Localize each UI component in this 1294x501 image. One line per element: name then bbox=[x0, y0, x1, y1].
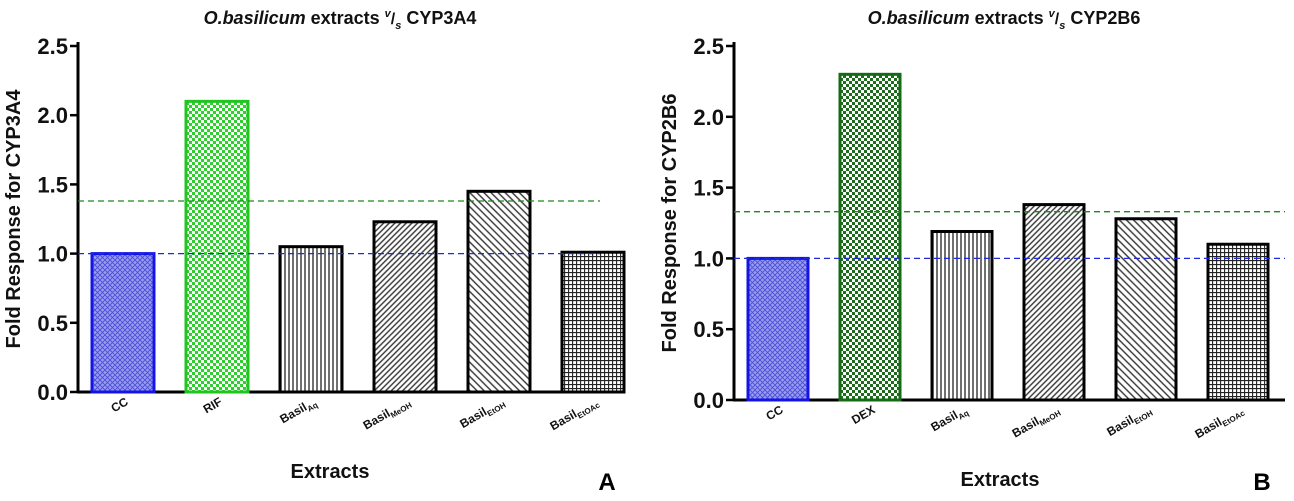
category-label: BasilEtOH bbox=[1104, 402, 1154, 440]
category-label: BasilMeOH bbox=[1010, 402, 1063, 442]
y-axis-label: Fold Response for CYP2B6 bbox=[659, 94, 681, 353]
x-axis-label: Extracts bbox=[961, 469, 1040, 491]
y-tick-label: 2.5 bbox=[37, 34, 68, 59]
category-label: BasilEtOH bbox=[457, 394, 507, 432]
bar-5 bbox=[466, 189, 532, 394]
title-species: O.basilicum bbox=[868, 8, 970, 28]
bar-6 bbox=[560, 250, 626, 394]
category-label: CC bbox=[108, 394, 130, 415]
bar-1 bbox=[746, 256, 810, 402]
category-base: Basil bbox=[547, 407, 579, 433]
title-slash: / bbox=[391, 11, 396, 28]
y-tick-label: 2.0 bbox=[693, 105, 724, 130]
category-label: BasilAq bbox=[277, 394, 319, 428]
title-post: CYP3A4 bbox=[401, 8, 476, 28]
title-sub: s bbox=[1059, 20, 1065, 32]
x-axis-label: Extracts bbox=[291, 461, 370, 483]
category-subscript: EtOAc bbox=[576, 400, 602, 420]
category-base: Basil bbox=[277, 400, 309, 426]
y-tick-label: 1.5 bbox=[693, 176, 724, 201]
panel-label: B bbox=[1253, 469, 1270, 496]
category-base: CC bbox=[763, 402, 785, 423]
y-tick-label: 2.5 bbox=[693, 34, 724, 59]
chart-title: O.basilicum extracts v/s CYP3A4 bbox=[204, 8, 477, 32]
category-base: Basil bbox=[1104, 412, 1136, 438]
chart-panel-A: O.basilicum extracts v/s CYP3A4 0.0 0.5 1.0… bbox=[3, 8, 626, 496]
category-label: BasilAq bbox=[928, 402, 970, 436]
title-sup: v bbox=[1049, 8, 1056, 20]
bar-3 bbox=[278, 245, 344, 394]
chart-panel-B: O.basilicum extracts v/s CYP2B6 0.0 0.5 1.0… bbox=[659, 8, 1285, 496]
category-subscript: EtOAc bbox=[1221, 408, 1247, 428]
y-axis-label: Fold Response for CYP3A4 bbox=[3, 89, 25, 349]
chart-title: O.basilicum extracts v/s CYP2B6 bbox=[868, 8, 1141, 32]
y-tick-label: 2.0 bbox=[37, 103, 68, 128]
category-base: Basil bbox=[928, 408, 960, 434]
bar-4 bbox=[372, 220, 438, 394]
category-label: RIF bbox=[201, 394, 225, 416]
category-label: BasilMeOH bbox=[361, 394, 414, 434]
bar-5 bbox=[1114, 217, 1178, 402]
title-pre: extracts bbox=[970, 8, 1049, 28]
title-species: O.basilicum bbox=[204, 8, 306, 28]
category-subscript: MeOH bbox=[389, 400, 414, 419]
category-label: CC bbox=[763, 402, 785, 423]
category-label: DEX bbox=[849, 402, 877, 426]
category-subscript: EtOH bbox=[1133, 408, 1155, 426]
y-tick-label: 0.5 bbox=[693, 317, 724, 342]
category-subscript: EtOH bbox=[486, 400, 508, 418]
y-tick-label: 0.0 bbox=[693, 388, 724, 413]
category-label: BasilEtOAc bbox=[1192, 402, 1246, 443]
category-base: Basil bbox=[1192, 415, 1224, 441]
category-base: RIF bbox=[201, 394, 225, 416]
bar-1 bbox=[90, 252, 156, 394]
panel-label: A bbox=[598, 469, 615, 496]
bar-2 bbox=[838, 72, 902, 402]
title-post: CYP2B6 bbox=[1065, 8, 1140, 28]
category-base: CC bbox=[108, 394, 130, 415]
y-tick-label: 1.0 bbox=[693, 246, 724, 271]
title-sub: s bbox=[395, 20, 401, 32]
category-subscript: MeOH bbox=[1038, 408, 1063, 427]
bar-4 bbox=[1022, 203, 1086, 402]
category-label: BasilEtOAc bbox=[547, 394, 601, 435]
bar-2 bbox=[184, 99, 250, 394]
bar-6 bbox=[1206, 242, 1270, 402]
y-tick-label: 0.0 bbox=[37, 380, 68, 405]
bar-3 bbox=[930, 229, 994, 402]
category-base: DEX bbox=[849, 402, 877, 426]
title-slash: / bbox=[1055, 11, 1060, 28]
y-tick-label: 0.5 bbox=[37, 311, 68, 336]
category-base: Basil bbox=[361, 406, 393, 432]
y-tick-label: 1.0 bbox=[37, 242, 68, 267]
title-sup: v bbox=[385, 8, 392, 20]
category-base: Basil bbox=[457, 404, 489, 430]
title-pre: extracts bbox=[306, 8, 385, 28]
y-tick-label: 1.5 bbox=[37, 172, 68, 197]
category-base: Basil bbox=[1010, 414, 1042, 440]
